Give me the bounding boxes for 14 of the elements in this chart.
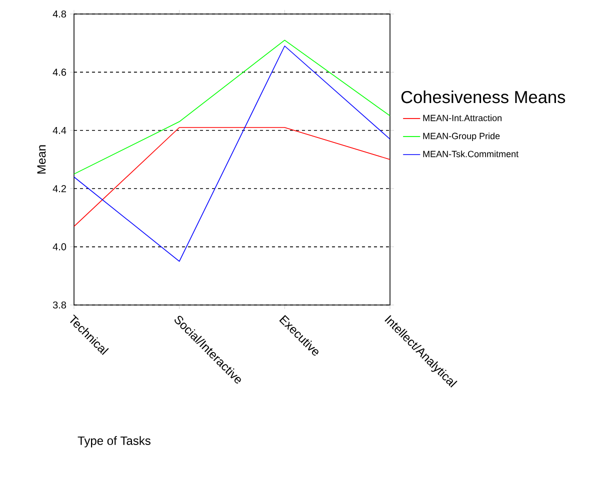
line-series [74,46,390,262]
y-tick-label: 4.0 [52,243,66,250]
y-axis-title: Mean [37,145,46,174]
legend-label: MEAN-Tsk.Commitment [423,150,518,158]
x-axis-title: Type of Tasks [78,436,150,448]
legend-title: Cohesiveness Means [401,90,566,104]
y-tick-label: 4.6 [52,68,66,76]
y-tick-label: 4.4 [52,126,66,134]
y-tick-label: 3.8 [52,301,66,309]
y-tick-label: 4.8 [52,10,66,18]
line-series [74,40,390,174]
legend-label: MEAN-Int.Attraction [423,114,502,122]
legend-label: MEAN-Group Pride [423,132,500,141]
y-tick-label: 4.2 [52,185,66,192]
